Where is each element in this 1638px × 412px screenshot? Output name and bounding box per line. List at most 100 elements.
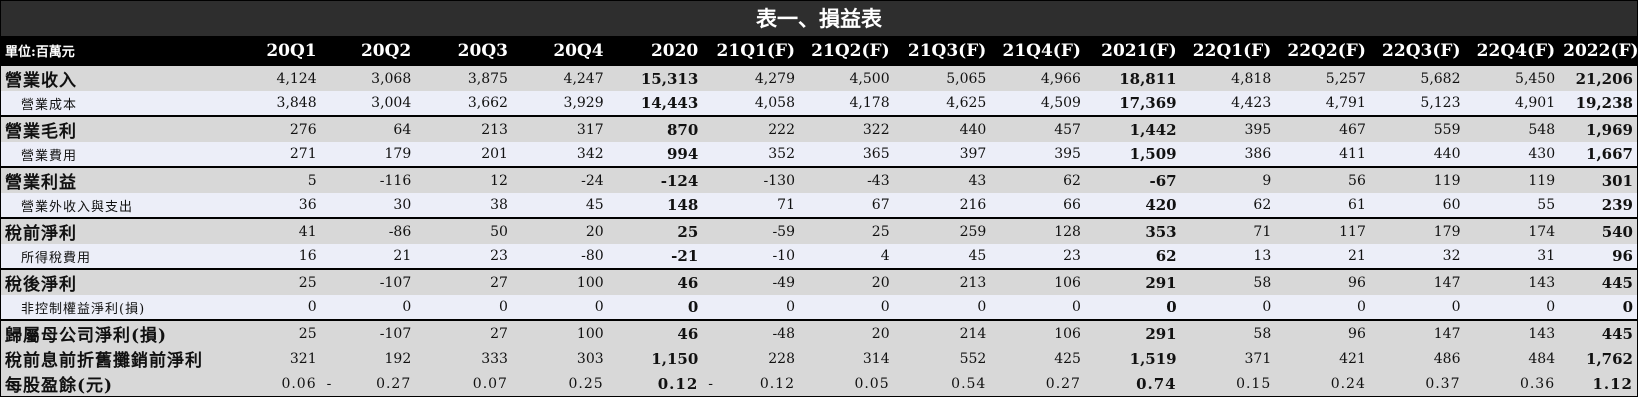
cell-value: -21 xyxy=(607,244,703,269)
cell-value: 55 xyxy=(1464,193,1560,218)
cell-value: 0 xyxy=(415,295,512,320)
income-table: 單位:百萬元 20Q1 20Q2 20Q3 20Q4 2020 21Q1(F) 21Q2(F… xyxy=(1,37,1637,396)
cell-value: 5,450 xyxy=(1464,65,1560,91)
row-label: 稅前淨利 xyxy=(1,218,226,244)
cell-value: 4,247 xyxy=(511,65,608,91)
table-row: 營業利益 5 -116 12 -24 -124 -130 -43 43 62 -67 9 56 119 11… xyxy=(1,167,1637,193)
cell-value: 213 xyxy=(893,269,991,295)
cell-value: 0 xyxy=(1559,295,1637,320)
cell-value: -116 xyxy=(320,167,416,193)
cell-value: 4,124 xyxy=(226,65,321,91)
row-label: 營業毛利 xyxy=(1,116,226,142)
table-row: 稅前息前折舊攤銷前淨利 321 192 333 303 1,150 228 314 552 425… xyxy=(1,346,1637,371)
cell-value: 222 xyxy=(702,116,799,142)
cell-value: 430 xyxy=(1464,142,1560,167)
cell-value: 66 xyxy=(990,193,1085,218)
cell-value: 0 xyxy=(607,295,703,320)
table-title: 表一、損益表 xyxy=(1,1,1637,37)
column-header: 22Q2(F) xyxy=(1275,37,1370,65)
cell-value: 4,625 xyxy=(893,91,991,116)
cell-value: 192 xyxy=(320,346,416,371)
cell-number: 0.12 xyxy=(759,375,795,392)
column-header: 20Q1 xyxy=(226,37,321,65)
table-row: 營業費用 271 179 201 342 994 352 365 397 395 1,509 386 4… xyxy=(1,142,1637,167)
row-label: 稅前息前折舊攤銷前淨利 xyxy=(1,346,226,371)
cell-value: 1,442 xyxy=(1084,116,1181,142)
cell-value: 18,811 xyxy=(1084,65,1181,91)
cell-value: 12 xyxy=(415,167,512,193)
cell-value: 0 xyxy=(511,295,608,320)
column-header: 2020 xyxy=(607,37,703,65)
cell-value: 0 xyxy=(226,295,321,320)
cell-value: 0 xyxy=(1464,295,1560,320)
cell-value: 148 xyxy=(607,193,703,218)
cell-value: -67 xyxy=(1084,167,1181,193)
table-row: 稅後淨利 25 -107 27 100 46 -49 20 213 106 291 58 96 147 14… xyxy=(1,269,1637,295)
cell-value: 1,969 xyxy=(1559,116,1637,142)
cell-value: -48 xyxy=(702,320,799,346)
cell-value: 1,667 xyxy=(1559,142,1637,167)
cell-value: 0 xyxy=(798,295,894,320)
cell-value: 32 xyxy=(1369,244,1465,269)
cell-value: 16 xyxy=(226,244,321,269)
cell-value: 440 xyxy=(1369,142,1465,167)
cell-value: 0 xyxy=(702,295,799,320)
cell-value: 25 xyxy=(607,218,703,244)
cell-value: 201 xyxy=(415,142,512,167)
cell-value: 303 xyxy=(511,346,608,371)
cell-value: 50 xyxy=(415,218,512,244)
cell-value: 71 xyxy=(1180,218,1276,244)
cell-value: 0.37 xyxy=(1369,371,1465,396)
cell-value: 0.27 xyxy=(990,371,1085,396)
cell-value: 60 xyxy=(1369,193,1465,218)
cell-value: 445 xyxy=(1559,269,1637,295)
cell-value: 96 xyxy=(1275,320,1370,346)
cell-value: 4,901 xyxy=(1464,91,1560,116)
cell-value: 21 xyxy=(1275,244,1370,269)
cell-value: 4,500 xyxy=(798,65,894,91)
cell-value: 0 xyxy=(1275,295,1370,320)
cell-value: 411 xyxy=(1275,142,1370,167)
cell-value: 870 xyxy=(607,116,703,142)
cell-value: 20 xyxy=(798,320,894,346)
cell-value: 179 xyxy=(1369,218,1465,244)
cell-value: 27 xyxy=(415,320,512,346)
cell-value: 20 xyxy=(798,269,894,295)
cell-value: 41 xyxy=(226,218,321,244)
cell-value: 23 xyxy=(415,244,512,269)
cell-value: 25 xyxy=(798,218,894,244)
cell-value: 5,065 xyxy=(893,65,991,91)
table-row: 營業外收入與支出 36 30 38 45 148 71 67 216 66 420 62 61 60 55 2… xyxy=(1,193,1637,218)
row-label: 每股盈餘(元) xyxy=(1,371,226,396)
cell-value: 314 xyxy=(798,346,894,371)
cell-value: 4,279 xyxy=(702,65,799,91)
cell-value: 239 xyxy=(1559,193,1637,218)
cell-value: 64 xyxy=(320,116,416,142)
cell-value: 0 xyxy=(1180,295,1276,320)
cell-value: 559 xyxy=(1369,116,1465,142)
cell-value: 395 xyxy=(990,142,1085,167)
cell-value: 291 xyxy=(1084,269,1181,295)
cell-value: 45 xyxy=(893,244,991,269)
table-row: 非控制權益淨利(損) 0 0 0 0 0 0 0 0 0 0 0 0 0 0 0 xyxy=(1,295,1637,320)
table-row: 所得稅費用 16 21 23 -80 -21 -10 4 45 23 62 13 21 32 31 96 xyxy=(1,244,1637,269)
cell-value: 58 xyxy=(1180,320,1276,346)
column-header: 21Q3(F) xyxy=(893,37,991,65)
table-row: 歸屬母公司淨利(損) 25 -107 27 100 46 -48 20 214 106 291 58 9… xyxy=(1,320,1637,346)
cell-value: 117 xyxy=(1275,218,1370,244)
cell-value: 994 xyxy=(607,142,703,167)
cell-value: 61 xyxy=(1275,193,1370,218)
cell-value: 4,791 xyxy=(1275,91,1370,116)
cell-value: 386 xyxy=(1180,142,1276,167)
cell-value: 25 xyxy=(226,320,321,346)
cell-value: 25 xyxy=(226,269,321,295)
cell-value: 486 xyxy=(1369,346,1465,371)
cell-value: 62 xyxy=(1180,193,1276,218)
cell-value: 0 xyxy=(990,295,1085,320)
cell-value: 20 xyxy=(511,218,608,244)
column-header: 2021(F) xyxy=(1084,37,1181,65)
column-header: 20Q2 xyxy=(320,37,416,65)
cell-value: 100 xyxy=(511,320,608,346)
cell-value: 301 xyxy=(1559,167,1637,193)
cell-value: 13 xyxy=(1180,244,1276,269)
